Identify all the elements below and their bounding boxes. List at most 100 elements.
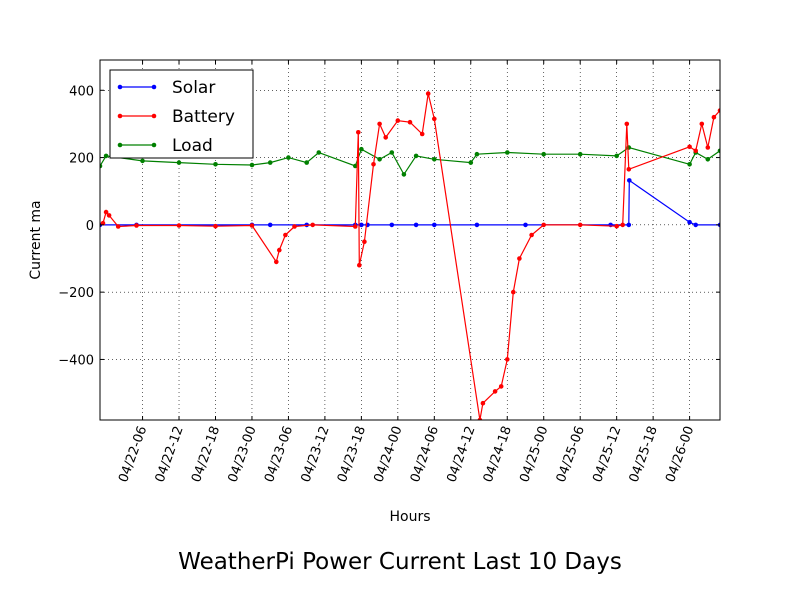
- y-tick-label: 400: [69, 84, 94, 99]
- x-tick-label: 04/22-18: [189, 424, 223, 484]
- data-point: [377, 121, 382, 127]
- data-point: [292, 224, 297, 229]
- series-battery: [100, 91, 720, 420]
- x-tick-label: 04/23-06: [262, 424, 296, 484]
- data-point: [717, 148, 720, 154]
- data-point: [286, 155, 291, 160]
- x-tick-label: 04/25-18: [627, 424, 661, 484]
- y-tick-label: 0: [86, 219, 94, 234]
- x-tick-label: 04/23-00: [226, 424, 260, 484]
- data-point: [357, 262, 362, 268]
- data-point: [359, 146, 364, 152]
- data-point: [310, 222, 316, 228]
- data-point: [304, 160, 310, 165]
- data-point: [626, 167, 632, 172]
- data-point: [383, 135, 389, 140]
- data-point: [511, 289, 516, 295]
- data-point: [362, 239, 367, 244]
- chart-title: WeatherPi Power Current Last 10 Days: [178, 549, 622, 575]
- data-point: [529, 232, 534, 238]
- data-point: [624, 121, 630, 127]
- data-point: [277, 247, 282, 253]
- data-point: [249, 223, 255, 228]
- legend-label-battery: Battery: [172, 107, 235, 127]
- data-point: [389, 222, 395, 228]
- data-point: [432, 157, 437, 162]
- data-point: [699, 121, 705, 127]
- data-point: [100, 220, 106, 226]
- legend: Solar Battery Load: [109, 69, 254, 159]
- data-point: [517, 256, 522, 261]
- legend-marker: [117, 113, 123, 119]
- data-point: [413, 222, 419, 228]
- legend-label-solar: Solar: [172, 78, 215, 98]
- legend-marker: [151, 142, 157, 148]
- y-axis-label: Current ma: [28, 200, 44, 279]
- data-point: [693, 148, 698, 154]
- data-point: [100, 163, 103, 169]
- x-tick-label: 04/24-06: [408, 424, 442, 484]
- data-point: [505, 357, 510, 362]
- data-point: [377, 157, 382, 162]
- data-point: [115, 224, 121, 229]
- data-point: [468, 160, 474, 165]
- x-tick-label: 04/24-18: [481, 424, 515, 484]
- data-point: [176, 223, 182, 228]
- data-point: [687, 144, 692, 150]
- x-tick-label: 04/25-06: [554, 424, 588, 484]
- data-point: [356, 130, 361, 135]
- legend-marker: [151, 113, 157, 119]
- data-point: [498, 384, 504, 389]
- x-tick-label: 04/26-00: [663, 424, 697, 484]
- legend-marker: [151, 84, 157, 90]
- data-point: [711, 114, 717, 120]
- data-point: [541, 151, 546, 157]
- data-point: [213, 162, 218, 167]
- data-point: [353, 224, 358, 229]
- data-point: [705, 145, 711, 150]
- x-tick-label: 04/22-12: [153, 424, 187, 484]
- data-point: [474, 151, 480, 157]
- data-point: [103, 209, 109, 215]
- data-point: [480, 400, 486, 406]
- data-point: [523, 222, 528, 228]
- data-point: [176, 160, 182, 165]
- data-point: [717, 108, 720, 113]
- series-layer: [100, 91, 720, 420]
- x-tick-label: 04/23-12: [298, 424, 332, 484]
- data-point: [577, 222, 583, 228]
- data-point: [353, 163, 358, 169]
- data-point: [401, 172, 407, 177]
- data-point: [419, 131, 425, 137]
- data-point: [425, 91, 431, 96]
- data-point: [274, 259, 279, 265]
- data-point: [614, 153, 619, 159]
- x-tick-label: 04/22-06: [116, 424, 150, 484]
- x-tick-label: 04/25-00: [517, 424, 551, 484]
- legend-box: [109, 69, 254, 159]
- x-axis-label: Hours: [389, 509, 430, 525]
- series-line: [100, 146, 720, 176]
- data-point: [213, 223, 218, 229]
- data-point: [359, 222, 364, 228]
- x-tick-label: 04/24-00: [371, 424, 405, 484]
- legend-marker: [117, 142, 123, 148]
- plot-frame: [99, 59, 721, 421]
- data-point: [249, 162, 255, 168]
- data-point: [705, 157, 711, 162]
- x-tick-label: 04/24-12: [444, 424, 478, 484]
- y-tick-label: 200: [69, 152, 94, 167]
- legend-marker: [117, 84, 123, 90]
- legend-label-load: Load: [172, 136, 213, 156]
- data-point: [627, 178, 632, 183]
- x-tick-label: 04/25-12: [590, 424, 624, 484]
- data-point: [687, 219, 692, 225]
- data-point: [620, 222, 625, 228]
- data-point: [395, 118, 401, 123]
- data-point: [626, 222, 632, 228]
- x-tick-label: 04/23-18: [335, 424, 369, 484]
- series-load: [100, 145, 720, 177]
- data-point: [505, 150, 510, 155]
- data-point: [687, 162, 692, 167]
